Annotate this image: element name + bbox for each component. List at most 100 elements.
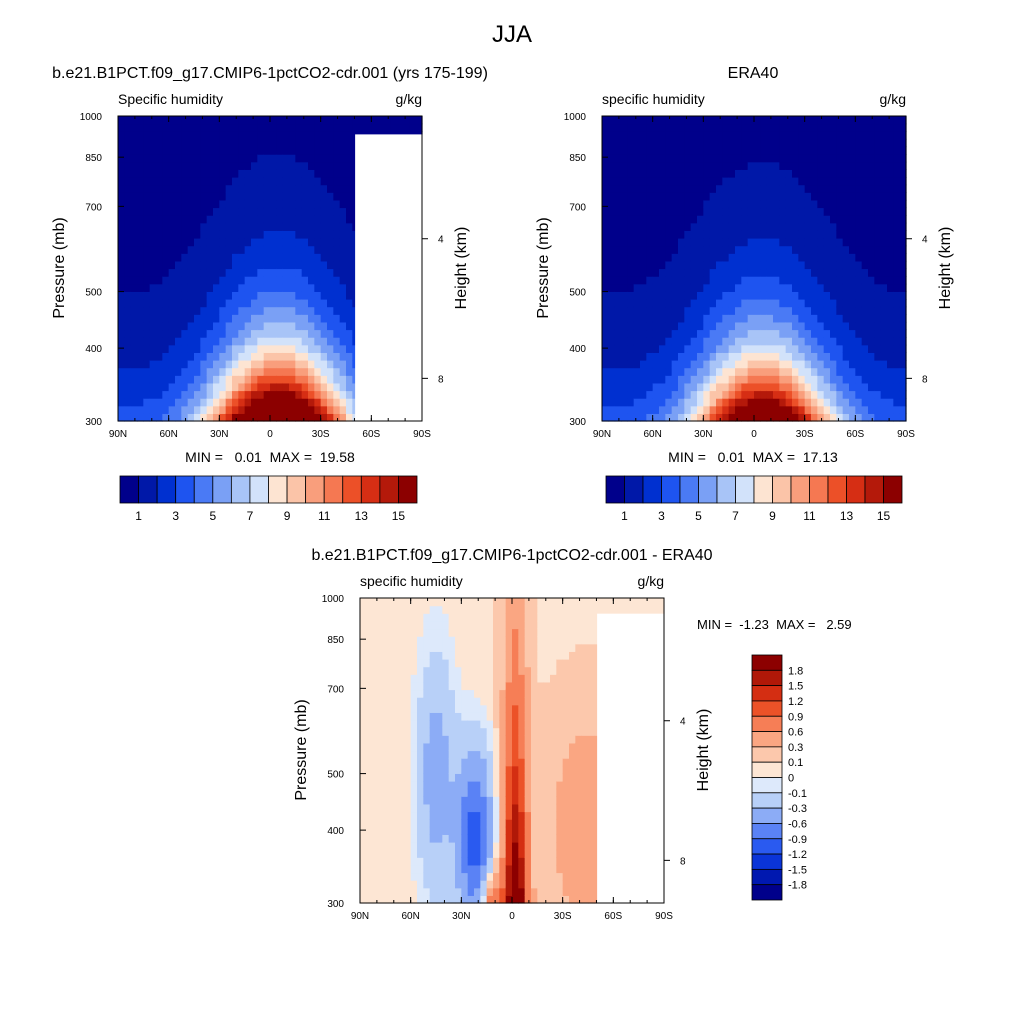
field-cell bbox=[461, 681, 469, 691]
field-cell bbox=[385, 765, 393, 774]
field-cell bbox=[213, 337, 220, 346]
field-cell bbox=[130, 283, 138, 292]
field-cell bbox=[678, 154, 685, 163]
field-cell bbox=[754, 398, 761, 407]
field-cell bbox=[398, 895, 405, 904]
field-cell bbox=[690, 390, 698, 399]
field-cell bbox=[360, 803, 367, 813]
field-cell bbox=[124, 177, 132, 186]
field-cell bbox=[442, 681, 450, 691]
field-cell bbox=[339, 268, 347, 277]
field-cell bbox=[773, 382, 780, 392]
field-cell bbox=[410, 781, 418, 790]
field-cell bbox=[143, 138, 151, 148]
field-cell bbox=[747, 321, 755, 331]
field-cell bbox=[149, 131, 157, 140]
field-cell bbox=[779, 360, 787, 369]
field-cell bbox=[493, 758, 500, 767]
field-cell bbox=[352, 116, 360, 125]
field-cell bbox=[257, 184, 265, 193]
field-cell bbox=[868, 184, 875, 193]
field-cell bbox=[741, 306, 749, 315]
field-cell bbox=[398, 872, 405, 881]
field-cell bbox=[149, 314, 157, 323]
field-cell bbox=[314, 352, 322, 361]
field-cell bbox=[703, 337, 711, 346]
field-cell bbox=[385, 887, 393, 896]
field-cell bbox=[320, 321, 328, 331]
field-cell bbox=[893, 230, 901, 239]
field-cell bbox=[716, 192, 723, 201]
field-cell bbox=[602, 367, 609, 376]
field-cell bbox=[263, 306, 271, 315]
field-cell bbox=[804, 299, 812, 308]
field-cell bbox=[811, 352, 818, 361]
field-cell bbox=[379, 880, 386, 889]
field-cell bbox=[608, 230, 616, 239]
field-cell bbox=[130, 291, 138, 300]
field-cell bbox=[811, 306, 818, 315]
field-cell bbox=[493, 651, 500, 660]
field-cell bbox=[156, 131, 163, 140]
field-cell bbox=[333, 352, 341, 361]
field-cell bbox=[200, 283, 208, 292]
field-cell bbox=[308, 123, 315, 132]
field-cell bbox=[346, 413, 353, 422]
field-cell bbox=[697, 299, 704, 308]
field-cell bbox=[327, 314, 334, 323]
field-cell bbox=[295, 390, 303, 399]
field-cell bbox=[874, 337, 882, 346]
field-cell bbox=[181, 382, 189, 392]
field-cell bbox=[442, 880, 450, 889]
field-cell bbox=[741, 390, 749, 399]
field-cell bbox=[289, 238, 296, 247]
field-cell bbox=[333, 337, 341, 346]
field-cell bbox=[614, 321, 622, 331]
field-cell bbox=[124, 413, 132, 422]
field-cell bbox=[225, 245, 233, 254]
field-cell bbox=[162, 253, 170, 262]
field-cell bbox=[130, 314, 138, 323]
field-cell bbox=[665, 283, 673, 292]
field-cell bbox=[684, 299, 692, 308]
field-cell bbox=[219, 177, 227, 186]
field-cell bbox=[366, 727, 374, 736]
field-cell bbox=[366, 819, 374, 828]
field-cell bbox=[130, 146, 138, 155]
field-cell bbox=[333, 253, 341, 262]
field-cell bbox=[417, 643, 424, 652]
field-cell bbox=[709, 192, 717, 201]
field-cell bbox=[225, 268, 233, 277]
field-cell bbox=[836, 222, 844, 231]
field-cell bbox=[671, 154, 679, 163]
field-cell bbox=[880, 116, 888, 125]
field-cell bbox=[836, 253, 844, 262]
field-cell bbox=[194, 116, 201, 125]
field-cell bbox=[627, 222, 635, 231]
field-cell bbox=[346, 131, 353, 140]
field-cell bbox=[474, 689, 481, 698]
field-cell bbox=[703, 177, 711, 186]
field-cell bbox=[874, 177, 882, 186]
field-cell bbox=[754, 360, 761, 369]
field-cell bbox=[766, 291, 774, 300]
field-cell bbox=[213, 116, 220, 125]
field-cell bbox=[251, 344, 258, 353]
field-cell bbox=[225, 360, 233, 369]
field-cell bbox=[665, 238, 673, 247]
field-cell bbox=[747, 382, 755, 392]
field-cell bbox=[333, 390, 341, 399]
field-cell bbox=[633, 230, 641, 239]
field-cell bbox=[295, 207, 303, 216]
field-cell bbox=[289, 161, 296, 170]
field-cell bbox=[308, 306, 315, 315]
field-cell bbox=[830, 161, 837, 170]
field-cell bbox=[608, 154, 616, 163]
field-cell bbox=[703, 291, 711, 300]
field-cell bbox=[741, 291, 749, 300]
field-cell bbox=[760, 375, 768, 384]
field-cell bbox=[263, 314, 271, 323]
field-cell bbox=[665, 199, 673, 209]
field-cell bbox=[480, 598, 488, 607]
